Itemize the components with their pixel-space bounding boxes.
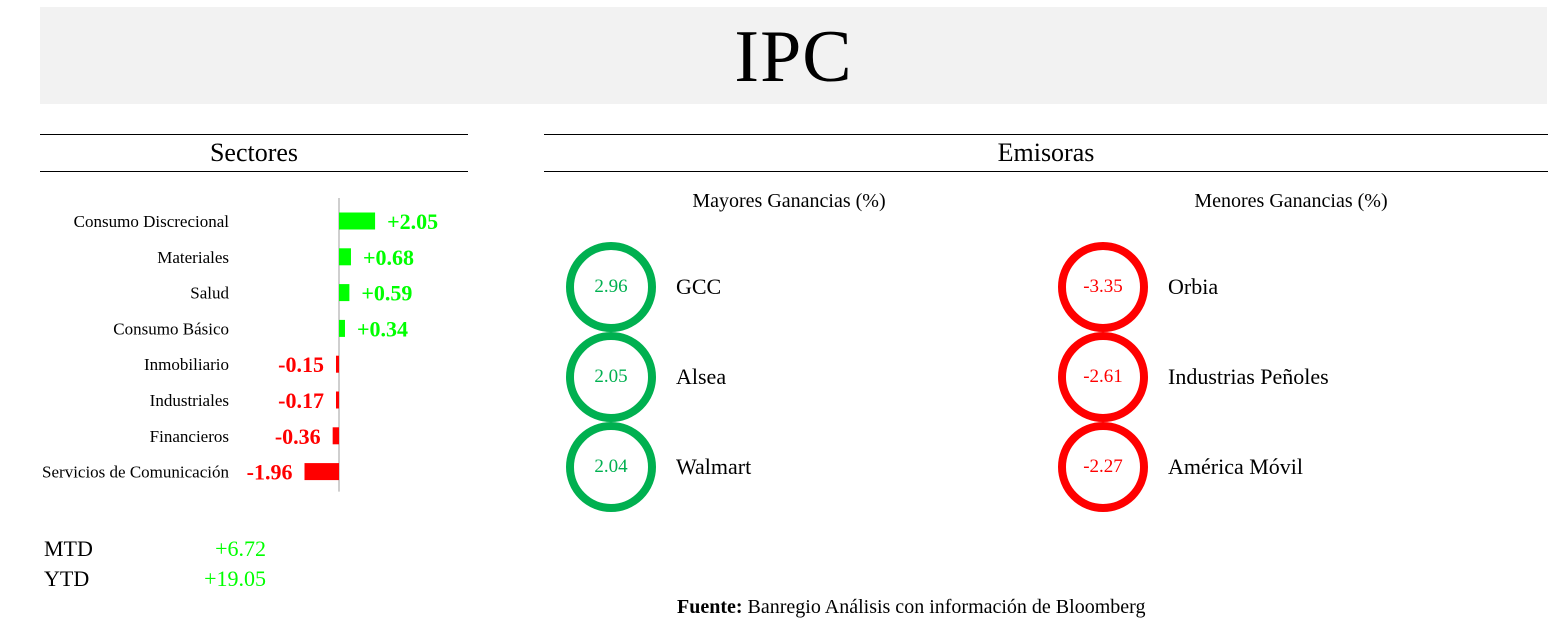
emisora-loser-2: -2.61 Industrias Peñoles — [1058, 332, 1478, 422]
emisora-name: GCC — [676, 274, 722, 299]
ring-value: 2.96 — [566, 242, 656, 332]
sector-bar-chart: Consumo Discrecional +2.05 Materiales +0.68… — [42, 198, 438, 492]
source-note: Fuente: Banregio Análisis con informació… — [677, 596, 1145, 619]
emisora-name: Industrias Peñoles — [1168, 364, 1329, 389]
ring-value: 2.04 — [566, 422, 656, 512]
ring-value: 2.05 — [566, 332, 656, 422]
emisora-gainer-2: 2.05 Alsea — [566, 332, 986, 422]
emisora-name: Walmart — [676, 454, 752, 479]
category-label: Consumo Básico — [113, 319, 229, 338]
sector-bar — [339, 319, 345, 337]
ring-value: -2.61 — [1058, 332, 1148, 422]
ring-value: -2.27 — [1058, 422, 1148, 512]
data-label: +0.68 — [363, 245, 414, 270]
data-label: +0.34 — [357, 316, 408, 341]
category-label: Financieros — [150, 427, 229, 446]
emisora-gainer-3: 2.04 Walmart — [566, 422, 986, 512]
data-label: +2.05 — [387, 209, 438, 234]
summary-value: +6.72 — [215, 536, 266, 561]
emisora-name: América Móvil — [1168, 454, 1304, 479]
mayores-ganancias-title: Mayores Ganancias (%) — [692, 190, 886, 212]
sector-bar — [336, 355, 339, 373]
sector-bar — [339, 248, 351, 266]
summary-row-mtd: MTD +6.72 — [44, 536, 304, 566]
summary-label: YTD — [44, 566, 90, 591]
emisora-loser-3: -2.27 América Móvil — [1058, 422, 1478, 512]
data-label: -0.36 — [275, 424, 321, 449]
category-label: Materiales — [157, 248, 229, 267]
category-label: Servicios de Comunicación — [42, 463, 229, 482]
summary-value: +19.05 — [204, 566, 266, 591]
title-bar: IPC — [40, 7, 1547, 104]
sectores-heading: Sectores — [40, 134, 468, 172]
category-label: Consumo Discrecional — [74, 212, 230, 231]
emisora-name: Orbia — [1168, 274, 1219, 299]
category-label: Inmobiliario — [144, 355, 229, 374]
sector-bar — [304, 463, 339, 481]
emisora-name: Alsea — [676, 364, 727, 389]
emisora-loser-1: -3.35 Orbia — [1058, 242, 1478, 332]
sector-bar — [332, 427, 339, 445]
menores-ganancias-title: Menores Ganancias (%) — [1194, 190, 1388, 212]
data-label: -0.15 — [278, 352, 324, 377]
page-title: IPC — [734, 16, 853, 98]
source-label: Fuente: — [677, 596, 743, 618]
data-label: -0.17 — [278, 388, 324, 413]
sector-bar — [339, 284, 350, 302]
emisoras-heading: Emisoras — [544, 134, 1548, 172]
summary-row-ytd: YTD +19.05 — [44, 566, 304, 596]
category-label: Salud — [190, 284, 229, 303]
category-label: Industriales — [150, 391, 229, 410]
sector-bar — [336, 391, 339, 409]
source-text: Banregio Análisis con información de Blo… — [742, 596, 1146, 618]
summary-label: MTD — [44, 536, 93, 561]
sector-bar — [339, 212, 376, 230]
ring-value: -3.35 — [1058, 242, 1148, 332]
data-label: -1.96 — [247, 460, 293, 485]
emisora-gainer-1: 2.96 GCC — [566, 242, 986, 332]
data-label: +0.59 — [361, 281, 412, 306]
